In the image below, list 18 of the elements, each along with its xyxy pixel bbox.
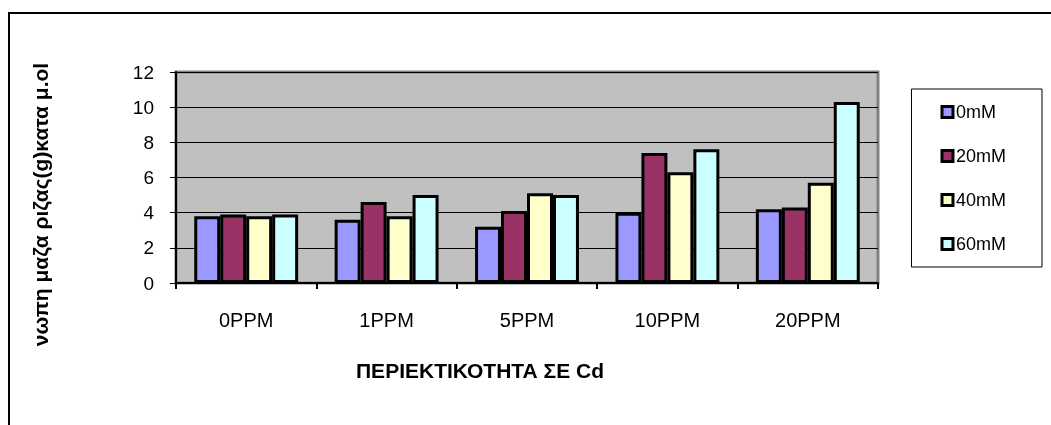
x-tick-label: 20PPM <box>775 309 841 331</box>
x-axis-title: ΠΕΡΙΕΚΤΙΚΟΤΗΤΑ ΣΕ Cd <box>355 359 605 382</box>
legend-label: 60mM <box>955 234 1007 254</box>
x-tick-label: 5PPM <box>499 309 555 331</box>
y-axis-title: νωπη μαζα ριζας(g)κατα μ.ol <box>29 62 53 347</box>
x-tick-label: 1PPM <box>359 309 414 331</box>
y-tick-label: 8 <box>143 131 154 153</box>
y-tick-label: 0 <box>143 272 154 294</box>
y-tick-label: 2 <box>143 237 154 259</box>
y-tick-label: 4 <box>143 202 155 224</box>
y-tick-label: 6 <box>143 167 154 188</box>
legend-label: 40mM <box>955 190 1007 210</box>
legend-label: 20mM <box>955 146 1007 166</box>
x-tick-label: 10PPM <box>634 309 701 331</box>
legend-label: 0mM <box>955 102 996 122</box>
y-tick-label: 12 <box>132 61 154 83</box>
y-tick-label: 10 <box>132 96 154 118</box>
x-tick-label: 0PPM <box>218 309 274 331</box>
